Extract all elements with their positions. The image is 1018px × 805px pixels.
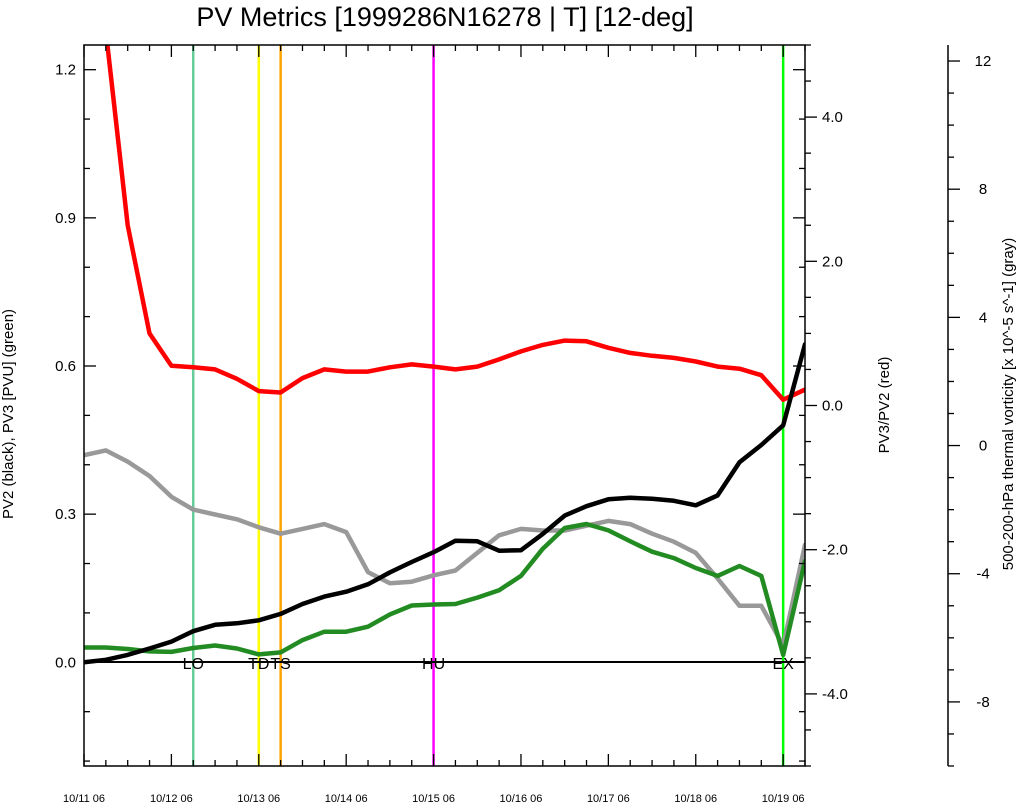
left-tick-label: 1.2 <box>55 62 76 79</box>
marker-label-hu: HU <box>422 656 445 673</box>
r1-tick-label: -2.0 <box>822 542 848 559</box>
x-tick-label: 10/12 06 <box>150 793 193 805</box>
series-line-thermal-vorticity <box>84 448 805 649</box>
r1-tick-label: 2.0 <box>822 253 843 270</box>
right-axis-ratio: -4.0 -2.0 0.0 2.0 4.0 <box>805 44 848 767</box>
series-line-pv3 <box>84 521 805 658</box>
x-axis: 10/11 06 10/12 06 10/13 06 10/14 06 10/15 06… <box>63 45 806 805</box>
r2-tick-label: 4 <box>979 309 987 326</box>
r1-tick-label: 4.0 <box>822 109 843 126</box>
marker-labels: LO TD TS HU EX <box>183 656 795 673</box>
r2-tick-label: 12 <box>975 53 992 70</box>
left-tick-label: 0.6 <box>55 358 76 375</box>
x-tick-label: 10/19 06 <box>762 793 805 805</box>
x-tick-label: 10/13 06 <box>237 793 280 805</box>
left-tick-label: 0.0 <box>55 654 76 671</box>
x-tick-label: 10/11 06 <box>63 793 105 805</box>
series-lines <box>84 45 805 665</box>
x-tick-label: 10/18 06 <box>674 793 717 805</box>
right-axis-2-label: 500-200-hPa thermal vorticity [x 10^-5 s… <box>1000 238 1017 571</box>
r1-tick-label: -4.0 <box>822 686 848 703</box>
series-line-pv3-pv2 <box>105 45 805 402</box>
left-axis-label: PV2 (black), PV3 [PVU] (green) <box>0 309 17 519</box>
marker-label-ts: TS <box>270 656 290 673</box>
marker-label-td: TD <box>248 656 269 673</box>
x-tick-label: 10/17 06 <box>587 793 630 805</box>
r2-tick-label: 8 <box>979 181 987 198</box>
plot-frame <box>83 44 949 767</box>
chart-title: PV Metrics [1999286N16278 | T] [12-deg] <box>196 2 693 32</box>
right-axis-1-label: PV3/PV2 (red) <box>876 357 893 454</box>
marker-label-ex: EX <box>772 656 794 673</box>
marker-label-lo: LO <box>183 656 204 673</box>
x-tick-label: 10/16 06 <box>500 793 543 805</box>
r1-tick-label: 0.0 <box>822 398 843 415</box>
series-line-pv2 <box>84 342 805 665</box>
left-axis: 0.0 0.3 0.6 0.9 1.2 <box>55 62 805 762</box>
r2-tick-label: -8 <box>976 694 989 711</box>
left-tick-label: 0.3 <box>55 506 76 523</box>
left-tick-label: 0.9 <box>55 210 76 227</box>
x-tick-label: 10/15 06 <box>412 793 455 805</box>
r2-tick-label: 0 <box>979 438 987 455</box>
r2-tick-label: -4 <box>976 566 989 583</box>
x-tick-label: 10/14 06 <box>325 793 368 805</box>
right-axis-vorticity: -8 -4 0 4 8 12 <box>948 53 992 767</box>
